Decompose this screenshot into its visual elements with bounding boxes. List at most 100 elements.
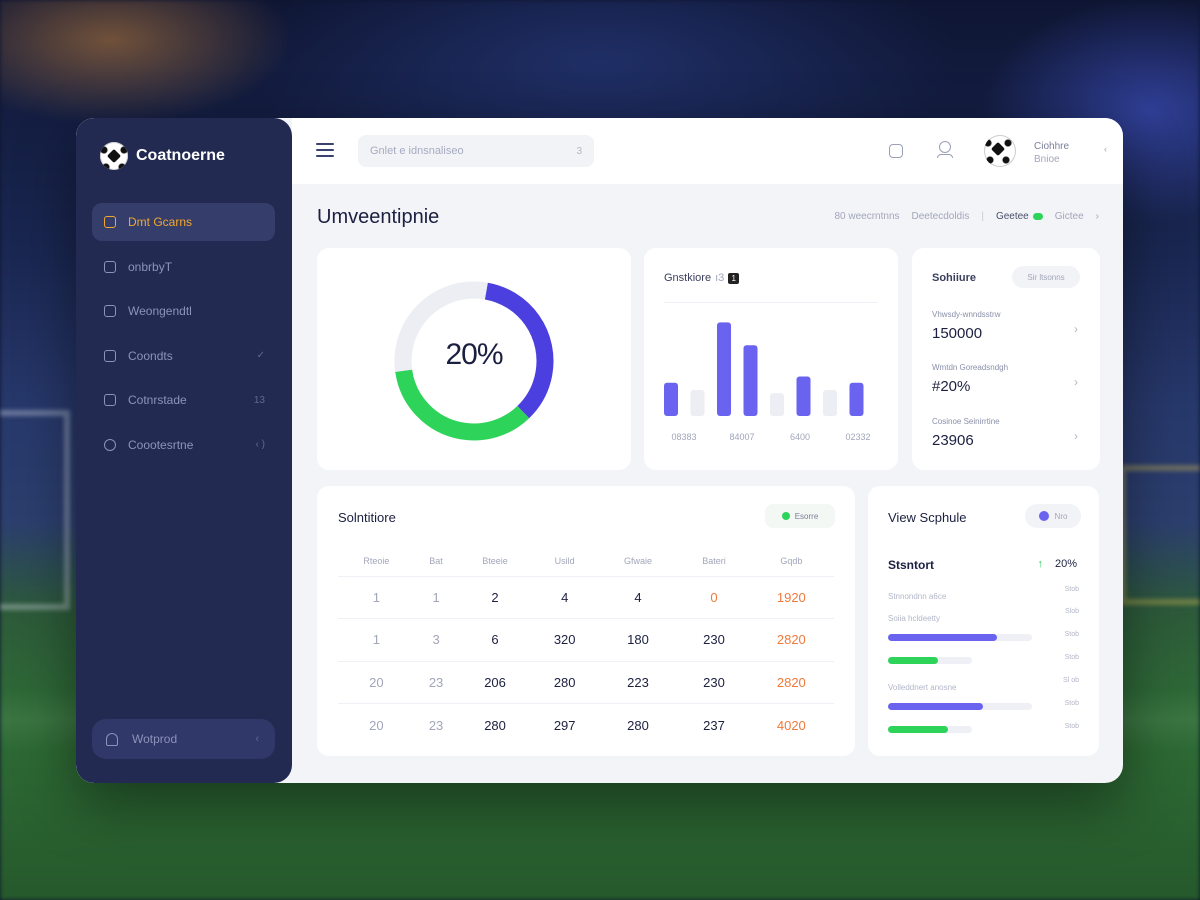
sidebar-item-1[interactable]: Dmt Gcarns	[92, 203, 275, 241]
sidebar-item-label: Coootesrtne	[128, 437, 194, 452]
bar[interactable]	[690, 390, 705, 416]
table-row[interactable]: 1 1 2 4 4 0 1920	[338, 575, 834, 619]
column-header[interactable]: Bat	[429, 555, 443, 566]
column-header[interactable]: Bateri	[702, 555, 726, 566]
sidebar-footer-button[interactable]: Wotprod ‹	[92, 719, 275, 759]
page-title: Umveentipnie	[317, 206, 440, 228]
schedule-row[interactable]: Volleddnert anosne Sl ob	[888, 677, 1079, 692]
search-suffix: 3	[576, 145, 582, 157]
stat-item[interactable]: Wmtdn Goreadsndgh #20% ›	[932, 363, 1082, 403]
bar-chart-title-suffix: ı3	[715, 272, 725, 284]
bar-chart-title-text: Gnstkiore	[664, 272, 712, 284]
table-row[interactable]: 20 23 280 297 280 237 4020	[338, 703, 834, 746]
schedule-row-value: Stob	[1064, 631, 1079, 638]
status-dot-icon	[1038, 511, 1049, 521]
table-cell: 4	[596, 575, 680, 619]
column-header[interactable]: Bteeie	[482, 555, 508, 566]
stats-filter-pill[interactable]: Sir ltsonns	[1012, 266, 1080, 288]
column-header[interactable]: Gqdb	[780, 555, 803, 566]
schedule-progress-row[interactable]: Stob	[888, 700, 1079, 712]
table-cell: 1	[338, 618, 415, 661]
sidebar-item-6[interactable]: Coootesrtne ‹ )	[92, 426, 275, 464]
table-row[interactable]: 20 23 206 280 223 230 2820	[338, 660, 834, 704]
chevron-down-icon[interactable]: ‹	[1104, 144, 1107, 154]
clock-icon	[104, 438, 116, 451]
table-pill-label: Esorre	[794, 511, 819, 521]
column-header[interactable]: Rteoie	[363, 555, 390, 566]
user-info[interactable]: Ciohhre Bnioe	[1034, 140, 1069, 166]
table-cell: 2820	[748, 618, 834, 661]
live-status[interactable]: Geetee	[996, 211, 1043, 222]
schedule-title: View Scphule	[888, 510, 967, 525]
user-icon[interactable]	[937, 141, 953, 159]
table-row[interactable]: 1 3 6 320 180 230 2820	[338, 618, 834, 661]
stat-item[interactable]: Vhwsdy-wnndsstrw 150000 ›	[932, 310, 1082, 350]
table-cell: 0	[679, 575, 749, 619]
stat-value: 23906	[932, 432, 974, 449]
sidebar-item-trail: ‹ )	[255, 439, 265, 450]
grid-icon	[104, 394, 116, 406]
progress-track	[888, 634, 1032, 641]
bar-tick-label: 08383	[671, 432, 697, 442]
bar[interactable]	[823, 390, 837, 416]
bar[interactable]	[664, 382, 678, 416]
search-bar: 3	[358, 135, 594, 167]
breadcrumb-item[interactable]: 80 weecrntnns	[834, 211, 900, 222]
schedule-row[interactable]: Soiia hcldeetty Slob	[888, 608, 1079, 623]
bar-tick-label: 6400	[789, 432, 811, 442]
bar[interactable]	[770, 393, 784, 416]
schedule-progress-row[interactable]: Stob	[888, 654, 1079, 666]
donut-segment	[394, 281, 554, 441]
bar[interactable]	[717, 322, 731, 416]
table-title: Solntitiore	[338, 510, 396, 525]
schedule-filter-pill[interactable]: Nro	[1025, 504, 1081, 528]
status-dot-icon	[781, 512, 790, 520]
schedule-row-value: Stob	[1064, 723, 1079, 730]
chevron-right-icon: ›	[1095, 211, 1099, 222]
bar-tick-label: 84007	[729, 432, 755, 442]
goal-post-right	[1120, 465, 1200, 605]
search-input[interactable]	[370, 145, 560, 157]
menu-icon[interactable]	[316, 143, 334, 157]
column-header[interactable]: Gfwaie	[623, 555, 652, 566]
progress-fill	[888, 726, 949, 733]
sidebar-item-label: Dmt Gcarns	[128, 215, 193, 229]
sidebar-item-label: onbrbyT	[128, 259, 173, 274]
bar[interactable]	[796, 376, 811, 416]
schedule-summary: ↑ 20%	[1037, 558, 1077, 570]
bar[interactable]	[849, 382, 864, 416]
sidebar-item-5[interactable]: Cotnrstade 13	[92, 381, 275, 419]
bar[interactable]	[743, 345, 758, 416]
column-header[interactable]: Usild	[554, 555, 575, 566]
schedule-progress-row[interactable]: Stob	[888, 631, 1079, 643]
bar-chart-card: Gnstkiore ı3 1 08383 84007 6400 02332	[644, 248, 898, 470]
schedule-row[interactable]: Stnnondnn a6ce Stob	[888, 586, 1079, 601]
brand[interactable]: Coatnoerne	[100, 142, 225, 170]
sidebar-item-4[interactable]: Coondts ✓	[92, 337, 275, 375]
notification-icon[interactable]	[889, 144, 903, 158]
table-header-row: Rteoie Bat Bteeie Usild Gfwaie Bateri Gq…	[338, 546, 834, 576]
bar-chart-badge: 1	[728, 272, 740, 284]
table-cell: 20	[338, 660, 415, 704]
table-filter-pill[interactable]: Esorre	[765, 504, 835, 528]
schedule-subtitle: Stsntort	[888, 558, 934, 572]
breadcrumb-item[interactable]: Deetecdoldis	[911, 211, 970, 222]
sidebar-item-3[interactable]: Weongendtl	[92, 292, 275, 330]
stat-item[interactable]: Cosinoe Seinirrtine 23906 ›	[932, 417, 1082, 457]
sidebar-footer-label: Wotprod	[132, 732, 178, 746]
progress-fill	[888, 634, 998, 641]
breadcrumb: 80 weecrntnns Deetecdoldis | Geetee Gict…	[834, 211, 1099, 222]
stat-label: Cosinoe Seinirrtine	[932, 417, 1000, 426]
sidebar-item-2[interactable]: onbrbyT	[92, 248, 275, 286]
bar-chart-title: Gnstkiore ı3 1	[664, 272, 740, 284]
schedule-progress-row[interactable]: Stob	[888, 723, 1079, 735]
schedule-summary-value: 20%	[1054, 558, 1077, 570]
sidebar-footer-trail: ‹	[255, 733, 259, 745]
table-cell: 297	[532, 703, 597, 746]
donut-hole	[412, 299, 536, 423]
bar-chart-ticks: 08383 84007 6400 02332	[664, 432, 878, 442]
checkbox-icon	[104, 305, 116, 317]
avatar[interactable]	[984, 135, 1016, 167]
table-cell: 280	[532, 660, 597, 704]
breadcrumb-item[interactable]: Gictee	[1054, 211, 1084, 222]
